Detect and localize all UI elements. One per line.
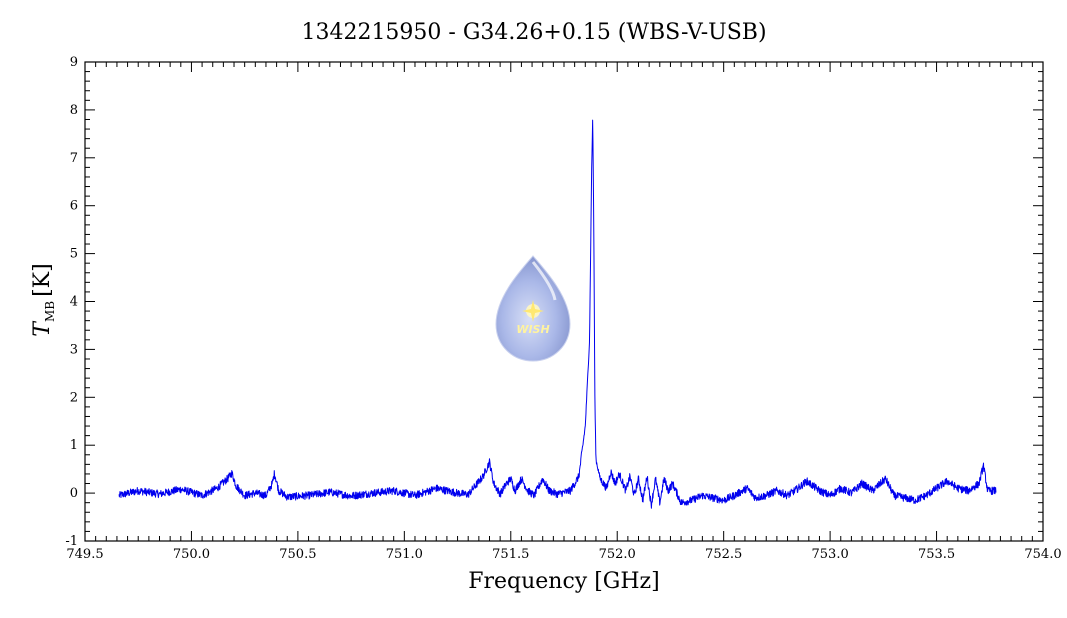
y-tick-label: 3 (70, 342, 78, 357)
chart-title: 1342215950 - G34.26+0.15 (WBS-V-USB) (301, 20, 766, 45)
x-tick-label: 753.5 (918, 547, 955, 562)
logo-text: WISH (516, 323, 549, 336)
y-tick-label: 8 (70, 103, 78, 118)
y-tick-label: 0 (70, 486, 78, 501)
x-axis-title: Frequency [GHz] (468, 569, 660, 594)
y-tick-label: 9 (70, 55, 78, 70)
wish-logo: WISH (495, 255, 571, 362)
x-tick-label: 750.5 (279, 547, 316, 562)
y-axis-symbol: T (30, 320, 55, 337)
x-tick-label: 753.0 (812, 547, 849, 562)
y-tick-label: 7 (70, 151, 78, 166)
x-tick-label: 751.5 (492, 547, 529, 562)
y-tick-label: 5 (70, 247, 78, 262)
y-tick-label: 6 (70, 199, 78, 214)
y-tick-label: 2 (70, 390, 78, 405)
y-axis-subscript: MB (43, 301, 57, 322)
y-tick-labels: -1 0 1 2 3 4 5 6 7 8 9 (65, 55, 78, 549)
x-tick-label: 754.0 (1024, 547, 1061, 562)
axis-ticks (84, 61, 1044, 542)
x-tick-labels: 749.5 750.0 750.5 751.0 751.5 752.0 752.5 753.0… (66, 547, 1061, 562)
x-tick-label: 751.0 (386, 547, 423, 562)
series-line-spectrum (118, 119, 997, 509)
y-axis-title: TMB [K] (30, 263, 57, 336)
x-tick-label: 752.0 (599, 547, 636, 562)
y-axis-unit: [K] (30, 263, 55, 297)
star-icon (522, 300, 544, 322)
x-tick-label: 749.5 (66, 547, 103, 562)
y-tick-label: -1 (65, 534, 78, 549)
y-tick-label: 1 (70, 438, 78, 453)
y-tick-label: 4 (70, 295, 78, 310)
x-tick-label: 752.5 (705, 547, 742, 562)
svg-text:TMB[K]: TMB [K] (30, 263, 57, 336)
drop-highlight (531, 261, 557, 301)
x-tick-label: 750.0 (173, 547, 210, 562)
